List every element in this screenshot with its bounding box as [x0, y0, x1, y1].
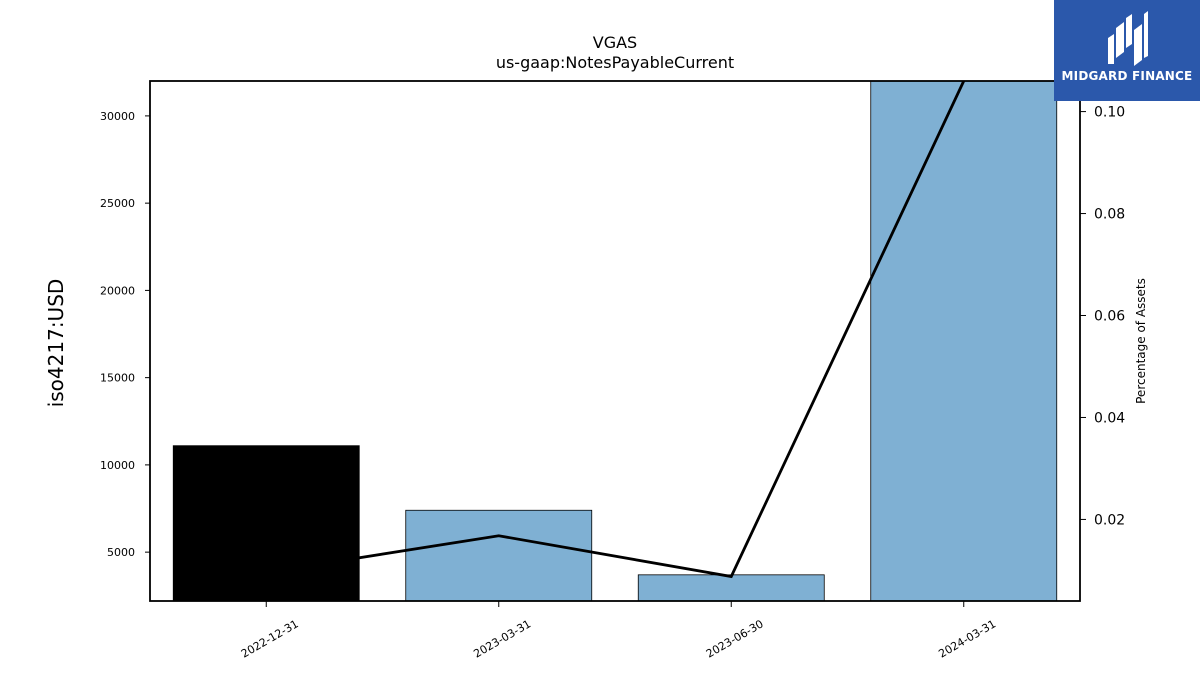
- brand-logo-icon: [1108, 11, 1148, 66]
- y2-tick-label: 0.10: [1094, 105, 1125, 121]
- plot-frame: [149, 80, 1081, 602]
- brand-name: MIDGARD FINANCE: [1061, 69, 1193, 83]
- y-tick-label: 20000: [100, 284, 135, 297]
- y2-tick-label: 0.02: [1094, 512, 1125, 528]
- y-tick-label: 25000: [100, 197, 135, 210]
- bar-2023-03-31: [405, 509, 593, 602]
- y-tick-label: 10000: [100, 459, 135, 472]
- x-tick-label: 2024-03-31: [936, 617, 998, 660]
- bar-2023-06-30: [637, 574, 825, 602]
- chart-title: VGAS: [593, 33, 637, 52]
- series-line-percentage-of-assets: [266, 81, 966, 579]
- chart-subtitle: us-gaap:NotesPayableCurrent: [496, 53, 734, 72]
- y2-tick-label: 0.08: [1094, 207, 1125, 223]
- y-axis-label: iso4217:USD: [44, 279, 68, 408]
- y-tick-label: 15000: [100, 372, 135, 385]
- y2-tick-label: 0.06: [1094, 309, 1125, 325]
- brand-logo: MIDGARD FINANCE: [1054, 0, 1200, 101]
- x-tick-label: 2022-12-31: [239, 617, 301, 660]
- y-tick-label: 5000: [107, 546, 135, 559]
- y-tick-label: 30000: [100, 110, 135, 123]
- bar-2022-12-31: [172, 445, 360, 602]
- y2-axis-label: Percentage of Assets: [1134, 278, 1148, 404]
- y2-tick-label: 0.04: [1094, 410, 1125, 426]
- x-tick-label: 2023-03-31: [471, 617, 533, 660]
- bar-2024-03-31: [870, 80, 1058, 602]
- x-tick-label: 2023-06-30: [704, 617, 766, 660]
